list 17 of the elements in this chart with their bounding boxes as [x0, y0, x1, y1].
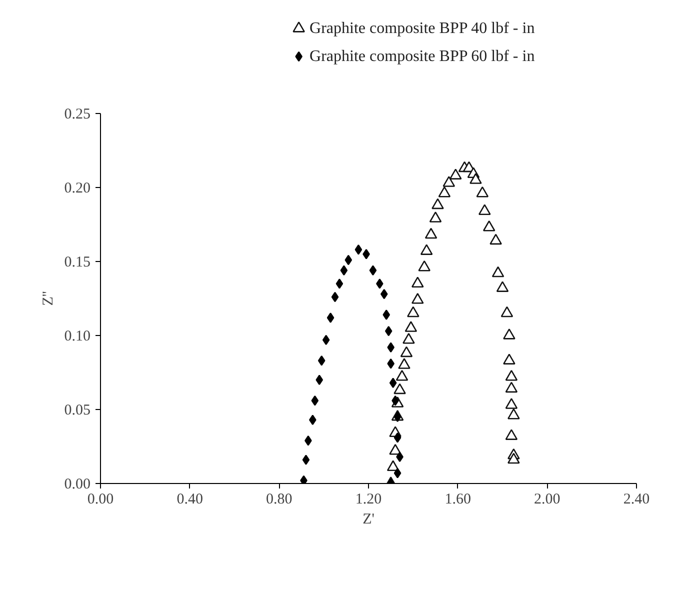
- y-tick-label: 0.10: [64, 328, 90, 344]
- x-tick-label: 0.00: [87, 492, 114, 508]
- x-tick-label: 2.40: [623, 492, 650, 508]
- x-tick-label: 0.40: [176, 492, 203, 508]
- y-axis-title: Z'': [40, 290, 56, 306]
- x-tick-label: 1.20: [355, 492, 382, 508]
- x-axis-title: Z': [362, 512, 375, 528]
- y-tick-label: 0.15: [64, 254, 90, 270]
- legend-label: Graphite composite BPP 40 lbf - in: [310, 20, 535, 37]
- y-tick-label: 0.25: [64, 106, 90, 122]
- x-tick-label: 2.00: [534, 492, 560, 508]
- y-tick-label: 0.00: [64, 476, 90, 492]
- legend-label: Graphite composite BPP 60 lbf - in: [310, 48, 535, 65]
- y-tick-label: 0.05: [64, 402, 90, 418]
- y-tick-label: 0.20: [64, 180, 90, 196]
- x-tick-label: 1.60: [444, 492, 471, 508]
- x-tick-label: 0.80: [266, 492, 292, 508]
